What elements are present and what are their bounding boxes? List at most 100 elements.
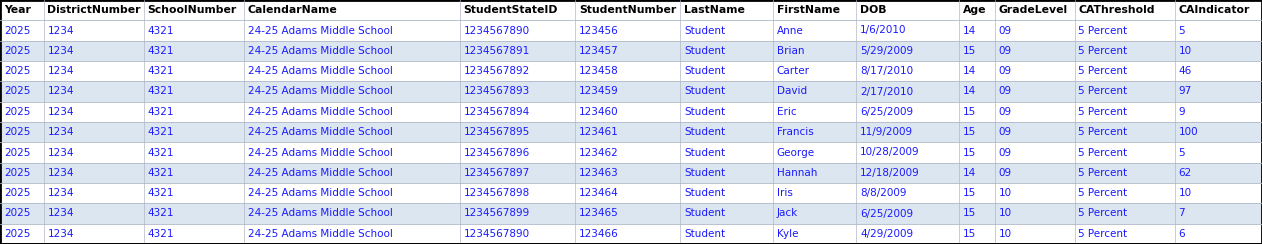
- Text: 1234: 1234: [48, 66, 74, 76]
- Text: 12/18/2009: 12/18/2009: [861, 168, 920, 178]
- Bar: [0, 102, 1262, 122]
- Text: 1234: 1234: [48, 87, 74, 96]
- Text: 09: 09: [998, 107, 1012, 117]
- Text: 10: 10: [998, 188, 1012, 198]
- Text: StudentNumber: StudentNumber: [579, 5, 676, 15]
- Text: 4321: 4321: [148, 46, 174, 56]
- Text: 5 Percent: 5 Percent: [1078, 66, 1127, 76]
- Text: 2025: 2025: [4, 107, 30, 117]
- Text: 24-25 Adams Middle School: 24-25 Adams Middle School: [247, 229, 392, 239]
- Text: 1234: 1234: [48, 209, 74, 218]
- Text: 1234: 1234: [48, 127, 74, 137]
- Text: 09: 09: [998, 46, 1012, 56]
- Text: Anne: Anne: [776, 26, 804, 35]
- Text: 2025: 2025: [4, 209, 30, 218]
- Text: 4321: 4321: [148, 168, 174, 178]
- Text: 123459: 123459: [579, 87, 618, 96]
- Text: 1234567893: 1234567893: [463, 87, 530, 96]
- Text: 14: 14: [963, 168, 976, 178]
- Text: Kyle: Kyle: [776, 229, 798, 239]
- Text: 2025: 2025: [4, 168, 30, 178]
- Text: 1234567890: 1234567890: [463, 26, 530, 35]
- Text: 14: 14: [963, 66, 976, 76]
- Text: 2025: 2025: [4, 26, 30, 35]
- Text: DistrictNumber: DistrictNumber: [48, 5, 141, 15]
- Text: 24-25 Adams Middle School: 24-25 Adams Middle School: [247, 127, 392, 137]
- Text: 1234567896: 1234567896: [463, 148, 530, 157]
- Text: GradeLevel: GradeLevel: [998, 5, 1068, 15]
- Text: 5 Percent: 5 Percent: [1078, 46, 1127, 56]
- Text: LastName: LastName: [684, 5, 745, 15]
- Text: StudentStateID: StudentStateID: [463, 5, 558, 15]
- Bar: [0, 81, 1262, 102]
- Text: 5 Percent: 5 Percent: [1078, 209, 1127, 218]
- Text: George: George: [776, 148, 815, 157]
- Bar: [0, 183, 1262, 203]
- Text: 4321: 4321: [148, 188, 174, 198]
- Text: 62: 62: [1179, 168, 1191, 178]
- Text: 1234567891: 1234567891: [463, 46, 530, 56]
- Text: Student: Student: [684, 127, 726, 137]
- Text: Eric: Eric: [776, 107, 796, 117]
- Text: Student: Student: [684, 26, 726, 35]
- Text: SchoolNumber: SchoolNumber: [148, 5, 237, 15]
- Text: 10: 10: [998, 209, 1012, 218]
- Text: 15: 15: [963, 188, 976, 198]
- Text: 4321: 4321: [148, 66, 174, 76]
- Text: 24-25 Adams Middle School: 24-25 Adams Middle School: [247, 107, 392, 117]
- Text: Year: Year: [4, 5, 30, 15]
- Text: 10: 10: [1179, 188, 1191, 198]
- Text: 4/29/2009: 4/29/2009: [861, 229, 914, 239]
- Text: 2025: 2025: [4, 87, 30, 96]
- Text: Carter: Carter: [776, 66, 810, 76]
- Text: 4321: 4321: [148, 229, 174, 239]
- Text: 5: 5: [1179, 148, 1185, 157]
- Text: 5 Percent: 5 Percent: [1078, 168, 1127, 178]
- Text: 15: 15: [963, 127, 976, 137]
- Text: 123457: 123457: [579, 46, 618, 56]
- Text: 10: 10: [1179, 46, 1191, 56]
- Text: CAThreshold: CAThreshold: [1078, 5, 1155, 15]
- Text: Iris: Iris: [776, 188, 793, 198]
- Text: 5 Percent: 5 Percent: [1078, 148, 1127, 157]
- Text: 123464: 123464: [579, 188, 618, 198]
- Text: 09: 09: [998, 168, 1012, 178]
- Bar: [0, 142, 1262, 163]
- Text: 6/25/2009: 6/25/2009: [861, 107, 914, 117]
- Text: Student: Student: [684, 148, 726, 157]
- Text: 2025: 2025: [4, 46, 30, 56]
- Text: Age: Age: [963, 5, 987, 15]
- Text: FirstName: FirstName: [776, 5, 839, 15]
- Text: CalendarName: CalendarName: [247, 5, 337, 15]
- Text: 1234567897: 1234567897: [463, 168, 530, 178]
- Text: 9: 9: [1179, 107, 1185, 117]
- Text: 6/25/2009: 6/25/2009: [861, 209, 914, 218]
- Text: 2025: 2025: [4, 148, 30, 157]
- Text: CAIndicator: CAIndicator: [1179, 5, 1249, 15]
- Text: 1234: 1234: [48, 148, 74, 157]
- Text: 5 Percent: 5 Percent: [1078, 127, 1127, 137]
- Text: 123463: 123463: [579, 168, 618, 178]
- Text: 14: 14: [963, 26, 976, 35]
- Text: 97: 97: [1179, 87, 1191, 96]
- Text: 1234567898: 1234567898: [463, 188, 530, 198]
- Text: 123456: 123456: [579, 26, 618, 35]
- Bar: [0, 122, 1262, 142]
- Text: 09: 09: [998, 127, 1012, 137]
- Text: Student: Student: [684, 229, 726, 239]
- Text: 5 Percent: 5 Percent: [1078, 26, 1127, 35]
- Text: 1234: 1234: [48, 26, 74, 35]
- Text: 10/28/2009: 10/28/2009: [861, 148, 920, 157]
- Text: 15: 15: [963, 148, 976, 157]
- Text: 123462: 123462: [579, 148, 618, 157]
- Text: 1/6/2010: 1/6/2010: [861, 26, 906, 35]
- Text: DOB: DOB: [861, 5, 887, 15]
- Text: 1234: 1234: [48, 46, 74, 56]
- Text: 1234567892: 1234567892: [463, 66, 530, 76]
- Text: 123461: 123461: [579, 127, 618, 137]
- Text: 24-25 Adams Middle School: 24-25 Adams Middle School: [247, 26, 392, 35]
- Text: 15: 15: [963, 46, 976, 56]
- Bar: [0, 203, 1262, 224]
- Text: 24-25 Adams Middle School: 24-25 Adams Middle School: [247, 168, 392, 178]
- Text: 2025: 2025: [4, 188, 30, 198]
